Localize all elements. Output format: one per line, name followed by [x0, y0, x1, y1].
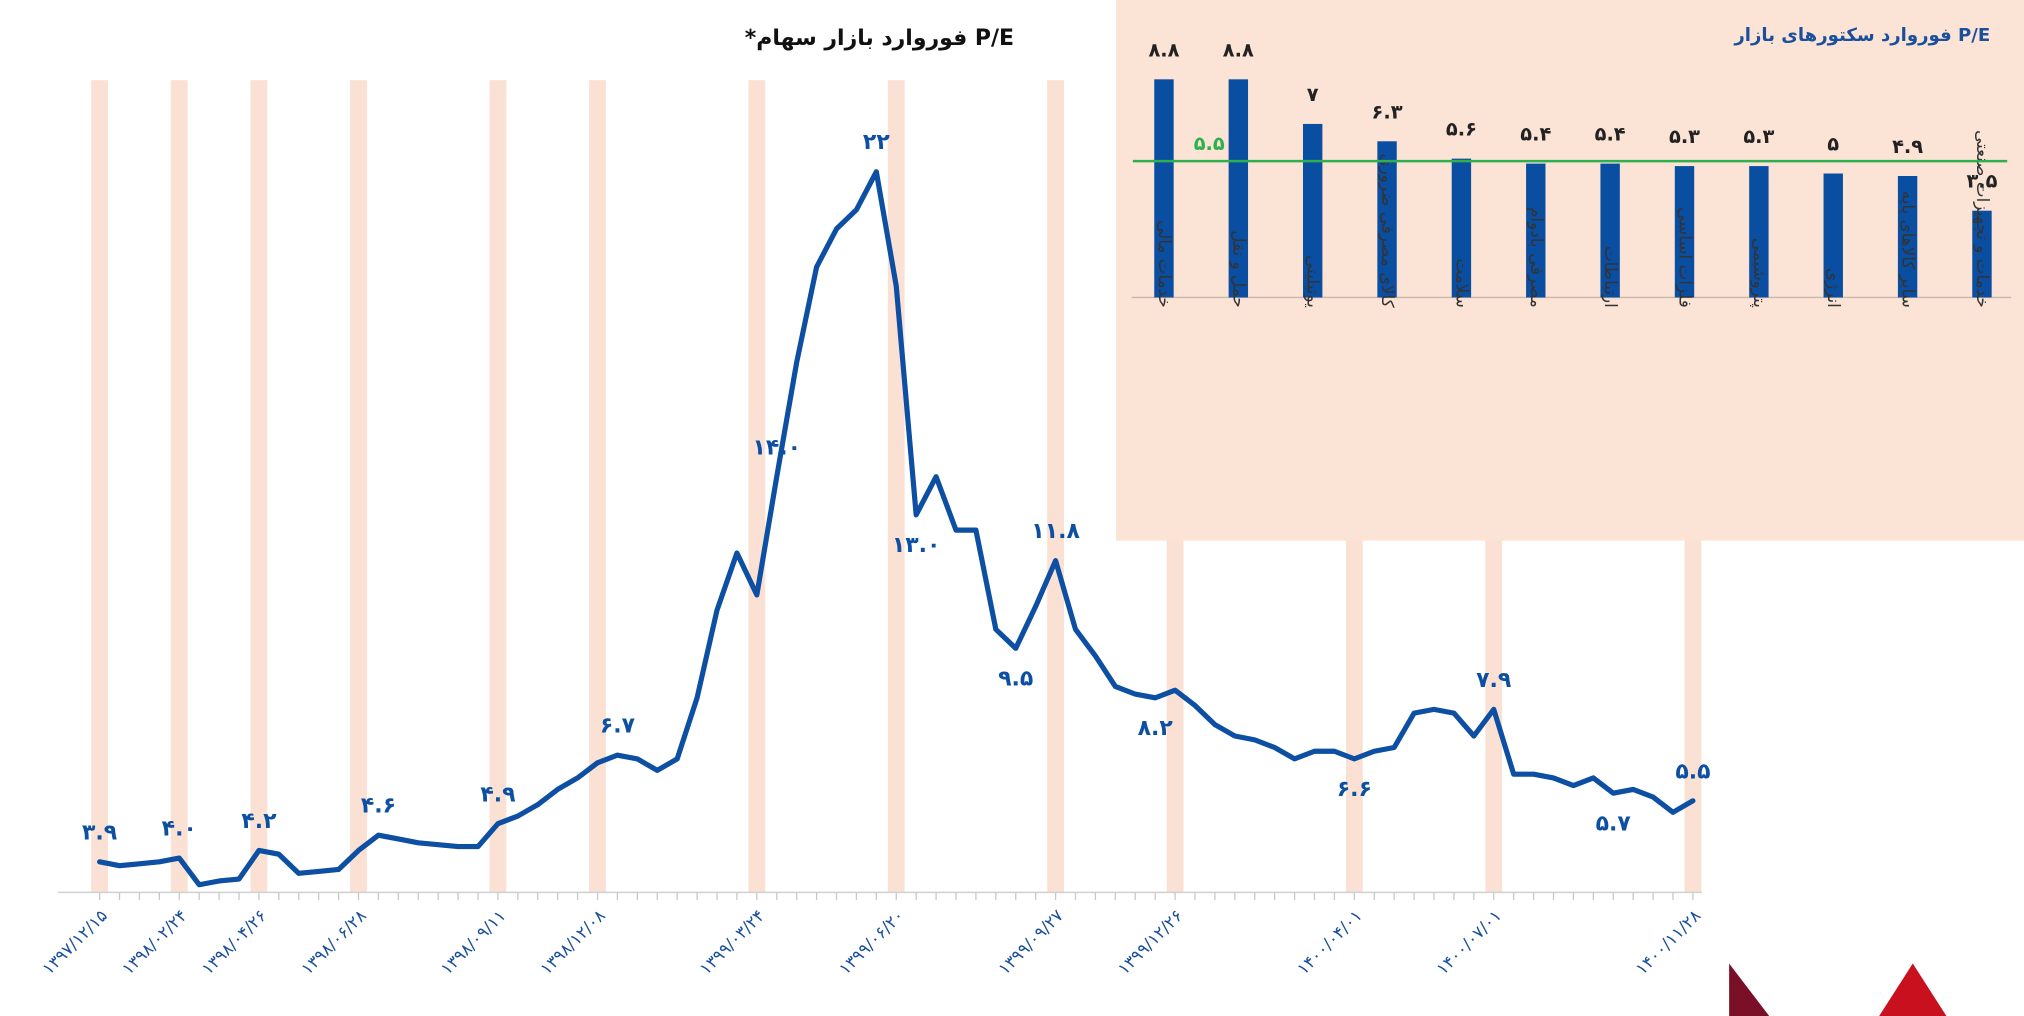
- data-label: ۵.۵: [1675, 759, 1710, 784]
- data-label: ۴.۹: [480, 782, 515, 807]
- x-tick-label: خدمات مالی: [1155, 220, 1175, 308]
- data-label: ۸.۸: [1223, 38, 1254, 61]
- x-tick-label: حمل و نقل: [1229, 230, 1249, 307]
- x-tick-label: ۱۳۹۸/۱۲/۰۸: [536, 905, 609, 978]
- data-label: ۲۲: [863, 130, 890, 155]
- data-label: ۸.۸: [1148, 38, 1179, 61]
- period-shade: [250, 80, 268, 893]
- data-label: ۴.۲: [241, 809, 277, 834]
- data-label: ۶.۳: [1372, 100, 1403, 123]
- inset-background: [1116, 0, 2024, 541]
- bar: [1228, 79, 1249, 298]
- x-tick-label: سایر کالاهای پایه: [1898, 191, 1919, 308]
- data-label: ۵.۳: [1743, 125, 1774, 148]
- bar: [1154, 79, 1174, 298]
- data-label: ۴.۹: [1892, 135, 1923, 158]
- bar-chart: ۸.۸ خدمات مالی ۸.۸ حمل و نقل ۷ یوتیلیتی ۶.۳ کال…: [1131, 38, 2012, 308]
- bar: [1897, 175, 1918, 298]
- chart-title: P/E فوروارد بازار سهام*: [745, 26, 1014, 51]
- x-tick-label: ۱۴۰۰/۰۴/۰۱: [1293, 905, 1366, 978]
- x-tick-label: ۱۳۹۸/۰۲/۲۴: [118, 905, 191, 978]
- period-shade: [489, 80, 507, 893]
- bar: [1451, 158, 1472, 298]
- bar: [1526, 163, 1546, 298]
- period-shade: [170, 80, 188, 893]
- period-shade: [887, 80, 905, 893]
- x-tick-label: ۱۳۹۹/۱۲/۲۶: [1113, 905, 1186, 978]
- x-tick-label: ۱۳۹۹/۰۹/۲۷: [994, 905, 1067, 978]
- x-tick-label: یوتیلیتی: [1304, 255, 1324, 308]
- data-label: ۴.۶: [361, 794, 396, 819]
- data-label: ۳.۹: [82, 820, 117, 845]
- bar: [1377, 141, 1397, 298]
- bar: [1302, 123, 1323, 298]
- x-tick-label: ۱۴۰۰/۱۱/۲۸: [1631, 905, 1704, 978]
- data-label: ۸.۲: [1138, 716, 1174, 741]
- data-label: ۵.۶: [1446, 118, 1477, 141]
- x-tick-label: انرژی: [1824, 268, 1844, 308]
- x-tick-label: مصرفی بادوام: [1527, 207, 1547, 308]
- x-tick-label: ۱۳۹۹/۰۶/۲۰: [835, 905, 908, 978]
- data-label: ۶.۷: [600, 714, 636, 739]
- x-tick-label: ۱۴۰۰/۰۷/۰۱: [1432, 905, 1505, 978]
- bar: [1749, 166, 1769, 298]
- x-tick-label: پتروشیمی: [1749, 238, 1770, 308]
- data-label: ۵: [1827, 133, 1839, 156]
- data-label: ۱۴.۰: [752, 435, 801, 460]
- line-series: [97, 169, 1696, 888]
- data-label: ۳.۵: [1966, 170, 1997, 193]
- data-label: ۴.۰: [162, 817, 197, 842]
- x-tick-label: فلزات اساسی: [1676, 207, 1696, 308]
- x-tick-label: ۱۳۹۸/۰۴/۲۶: [197, 905, 270, 978]
- data-label: ۹.۵: [998, 666, 1033, 691]
- reference-label: ۵.۵: [1194, 132, 1225, 155]
- bar: [1972, 210, 1992, 298]
- period-shade: [350, 80, 367, 893]
- data-label: ۶.۶: [1337, 777, 1372, 802]
- data-label: ۷: [1307, 83, 1319, 106]
- x-tick-label: سلامت: [1452, 258, 1472, 308]
- data-label: ۱۱.۸: [1031, 519, 1080, 544]
- period-shade: [748, 80, 766, 893]
- period-shade: [91, 80, 108, 893]
- data-label: ۵.۴: [1520, 123, 1551, 146]
- bar: [1600, 163, 1620, 298]
- x-tick-label: ۱۳۹۸/۰۶/۲۸: [297, 905, 370, 978]
- x-tick-label: ۱۳۹۹/۰۳/۲۴: [695, 905, 768, 978]
- x-tick-label: ۱۳۹۸/۰۹/۱۱: [436, 905, 509, 978]
- x-tick-label: خدمات و تجهیزات صنعتی: [1972, 130, 1993, 308]
- data-label: ۱۳.۰: [892, 533, 941, 558]
- data-label: ۵.۳: [1669, 125, 1700, 148]
- x-tick-label: کالای مصرفی ضروری: [1378, 154, 1398, 308]
- data-label: ۵.۷: [1596, 811, 1632, 836]
- logo: [1879, 963, 1947, 1016]
- x-tick-label: ۱۳۹۷/۱۲/۱۵: [38, 905, 111, 978]
- x-tick-label: ارتباطات: [1601, 246, 1621, 308]
- data-label: ۷.۹: [1476, 668, 1511, 693]
- bar: [1823, 173, 1843, 298]
- period-shade: [1047, 80, 1064, 893]
- inset-title: P/E فوروارد سکتورهای بازار: [1733, 25, 1990, 46]
- data-label: ۵.۴: [1595, 123, 1626, 146]
- period-shade: [589, 80, 606, 893]
- bar: [1674, 166, 1695, 298]
- logo: [1729, 963, 1770, 1016]
